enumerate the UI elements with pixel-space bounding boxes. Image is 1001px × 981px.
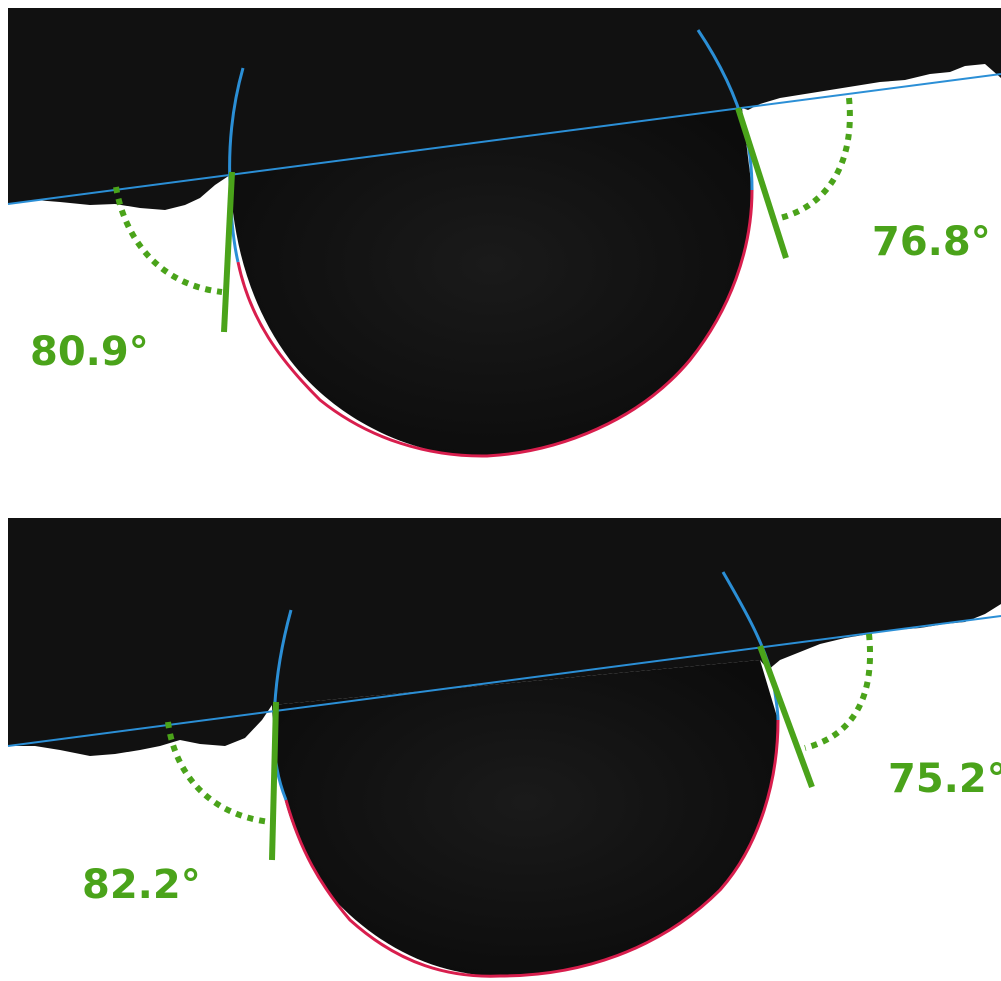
tangent-left-top <box>221 171 235 333</box>
droplet-fit-curve-top <box>236 189 754 458</box>
sample-surface-bottom <box>8 518 1001 756</box>
droplet-fit-curve-bottom <box>284 719 780 978</box>
contact-angle-panel-top: 80.9° 76.8° <box>0 0 1001 470</box>
angle-arc-left-bottom <box>165 721 271 825</box>
right-angle-label-top: 76.8° <box>872 219 991 265</box>
angle-arc-right-top <box>779 97 853 221</box>
left-angle-label-bottom: 82.2° <box>82 862 201 908</box>
left-angle-label-top: 80.9° <box>30 329 149 375</box>
droplet-image-bottom: 82.2° 75.2° <box>7 518 1001 978</box>
contact-angle-panel-bottom: 82.2° 75.2° <box>0 510 1001 981</box>
baseline-top <box>7 73 1001 205</box>
baseline-bottom <box>7 615 1001 747</box>
droplet-top <box>230 108 752 457</box>
sample-surface-top <box>8 8 1001 210</box>
droplet-image-top: 80.9° 76.8° <box>7 8 1001 458</box>
droplet-bottom <box>272 660 778 976</box>
angle-arc-right-bottom <box>804 633 873 751</box>
tangent-left-bottom <box>269 701 279 861</box>
tangent-right-bottom <box>757 644 815 789</box>
right-angle-label-bottom: 75.2° <box>888 756 1001 802</box>
tangent-right-top <box>735 107 789 259</box>
